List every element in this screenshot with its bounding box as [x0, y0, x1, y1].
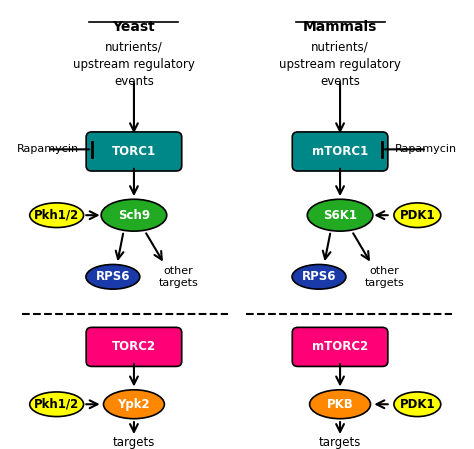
Text: other
targets: other targets — [365, 266, 404, 288]
FancyBboxPatch shape — [86, 132, 182, 171]
Text: RPS6: RPS6 — [302, 270, 336, 283]
Text: Ypk2: Ypk2 — [118, 398, 150, 411]
FancyBboxPatch shape — [86, 327, 182, 366]
Text: nutrients/
upstream regulatory
events: nutrients/ upstream regulatory events — [73, 41, 195, 88]
Ellipse shape — [86, 264, 140, 289]
Text: Rapamycin: Rapamycin — [17, 144, 79, 154]
Text: targets: targets — [319, 436, 361, 449]
FancyBboxPatch shape — [292, 327, 388, 366]
FancyBboxPatch shape — [292, 132, 388, 171]
Text: RPS6: RPS6 — [96, 270, 130, 283]
Ellipse shape — [307, 199, 373, 231]
Text: PDK1: PDK1 — [400, 398, 435, 411]
Text: nutrients/
upstream regulatory
events: nutrients/ upstream regulatory events — [279, 41, 401, 88]
Text: Yeast: Yeast — [112, 20, 155, 34]
Ellipse shape — [101, 199, 167, 231]
Ellipse shape — [103, 390, 164, 419]
Text: TORC1: TORC1 — [112, 145, 156, 158]
Text: S6K1: S6K1 — [323, 209, 357, 222]
Text: other
targets: other targets — [159, 266, 198, 288]
Text: Pkh1/2: Pkh1/2 — [34, 209, 79, 222]
Ellipse shape — [394, 392, 441, 417]
Ellipse shape — [394, 203, 441, 228]
Text: Pkh1/2: Pkh1/2 — [34, 398, 79, 411]
Ellipse shape — [310, 390, 371, 419]
Ellipse shape — [292, 264, 346, 289]
Text: TORC2: TORC2 — [112, 340, 156, 353]
Text: Sch9: Sch9 — [118, 209, 150, 222]
Text: mTORC2: mTORC2 — [312, 340, 368, 353]
Ellipse shape — [30, 392, 83, 417]
Text: PKB: PKB — [327, 398, 354, 411]
Text: mTORC1: mTORC1 — [312, 145, 368, 158]
Text: targets: targets — [113, 436, 155, 449]
Text: Rapamycin: Rapamycin — [395, 144, 457, 154]
Text: PDK1: PDK1 — [400, 209, 435, 222]
Ellipse shape — [30, 203, 83, 228]
Text: Mammals: Mammals — [303, 20, 377, 34]
